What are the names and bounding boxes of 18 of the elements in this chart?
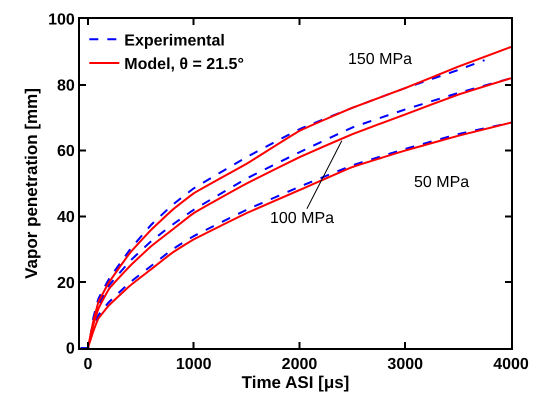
y-axis-title: Vapor penetration [mm] (22, 88, 42, 279)
y-tick-label: 60 (57, 143, 75, 160)
x-tick-label: 4000 (493, 356, 529, 374)
y-tick-label: 0 (66, 340, 75, 358)
legend-label: Experimental (124, 32, 225, 50)
annotation: 150 MPa (348, 51, 412, 68)
y-tick-label: 20 (57, 274, 75, 292)
x-tick-label: 0 (83, 356, 92, 374)
legend-label: Model, θ = 21.5° (124, 56, 244, 74)
annotation: 50 MPa (414, 174, 470, 191)
x-axis-title: Time ASI [μs] (242, 373, 350, 392)
y-tick-label: 80 (57, 77, 75, 94)
x-tick-label: 3000 (387, 356, 424, 374)
annotation: 100 MPa (270, 210, 334, 227)
y-tick-label: 40 (57, 209, 75, 226)
x-tick-label: 2000 (282, 356, 318, 374)
y-tick-label: 100 (48, 12, 75, 29)
x-tick-label: 1000 (176, 356, 212, 374)
